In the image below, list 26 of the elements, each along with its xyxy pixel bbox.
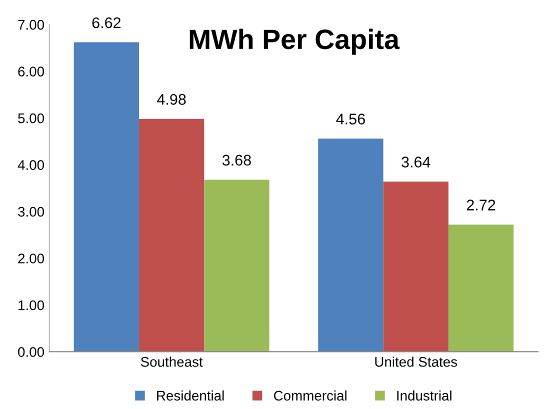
x-tick-label: United States (375, 356, 458, 367)
data-label: 2.72 (466, 200, 496, 210)
y-tick-label: 5.00 (18, 113, 44, 124)
y-tick-label: 0.00 (18, 347, 44, 357)
y-tick-label: 3.00 (18, 206, 44, 217)
data-label: 4.98 (157, 94, 186, 105)
chart-title: MWh Per Capita (190, 28, 400, 55)
y-tick-label: 6.00 (18, 66, 44, 76)
y-tick-label: 7.00 (18, 20, 44, 30)
legend-label: Commercial (274, 390, 346, 401)
legend-label: Industrial (397, 390, 452, 401)
data-label: 4.56 (336, 114, 365, 124)
y-tick-label: 2.00 (18, 254, 44, 264)
bar (74, 42, 139, 352)
bar (318, 138, 384, 352)
legend-label: Residential (157, 390, 224, 401)
bar (448, 224, 514, 352)
data-label: 3.64 (402, 156, 430, 168)
y-tick-label: 4.00 (18, 160, 44, 170)
y-tick-label: 1.00 (18, 300, 44, 310)
bar (204, 180, 270, 352)
data-label: 6.62 (92, 17, 121, 28)
data-label: 3.68 (222, 154, 251, 166)
bar (138, 118, 204, 352)
bar (383, 182, 448, 352)
x-tick-label: Southeast (140, 356, 203, 367)
